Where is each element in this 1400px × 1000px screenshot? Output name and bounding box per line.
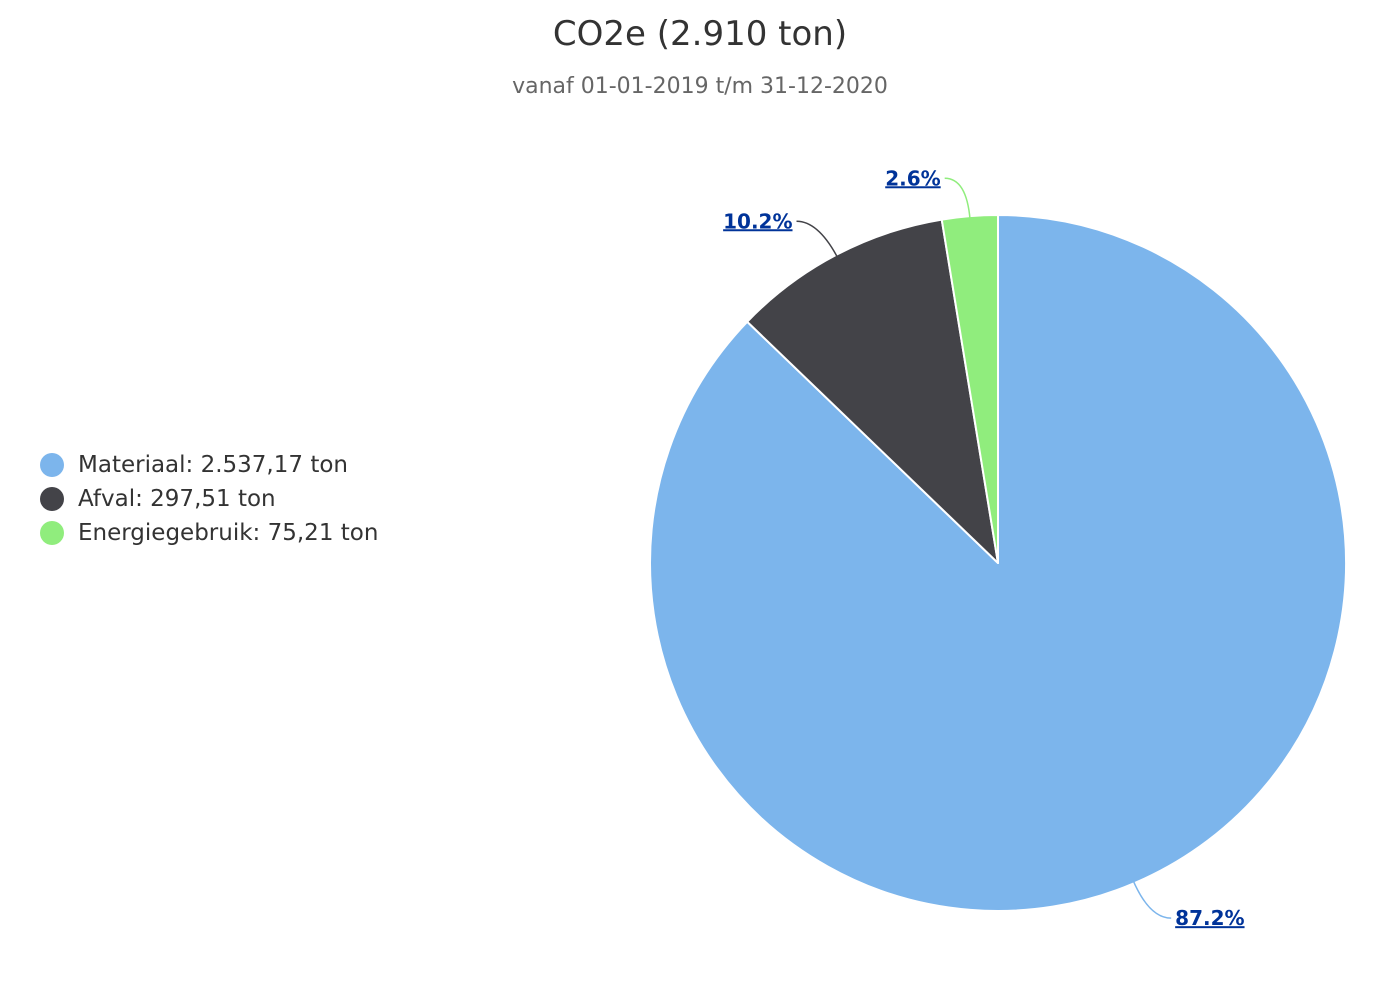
legend-item-materiaal[interactable]: Materiaal: 2.537,17 ton [40, 448, 378, 482]
chart-subtitle: vanaf 01-01-2019 t/m 31-12-2020 [512, 74, 888, 99]
legend-label-materiaal: Materiaal: 2.537,17 ton [78, 452, 348, 478]
legend-marker-materiaal [40, 453, 64, 477]
legend-item-afval[interactable]: Afval: 297,51 ton [40, 482, 378, 516]
legend-label-afval: Afval: 297,51 ton [78, 486, 276, 512]
legend: Materiaal: 2.537,17 ton Afval: 297,51 to… [40, 448, 378, 550]
connector-materiaal [1132, 879, 1172, 919]
data-label-afval[interactable]: 10.2% [723, 209, 792, 233]
connector-afval [796, 220, 839, 259]
connector-energiegebruik [944, 177, 971, 221]
legend-marker-afval [40, 487, 64, 511]
legend-label-energiegebruik: Energiegebruik: 75,21 ton [78, 520, 379, 546]
data-label-materiaal[interactable]: 87.2% [1175, 906, 1244, 930]
chart-title: CO2e (2.910 ton) [552, 14, 848, 54]
legend-item-energiegebruik[interactable]: Energiegebruik: 75,21 ton [40, 516, 378, 550]
legend-marker-energiegebruik [40, 521, 64, 545]
data-label-energiegebruik[interactable]: 2.6% [885, 166, 940, 190]
